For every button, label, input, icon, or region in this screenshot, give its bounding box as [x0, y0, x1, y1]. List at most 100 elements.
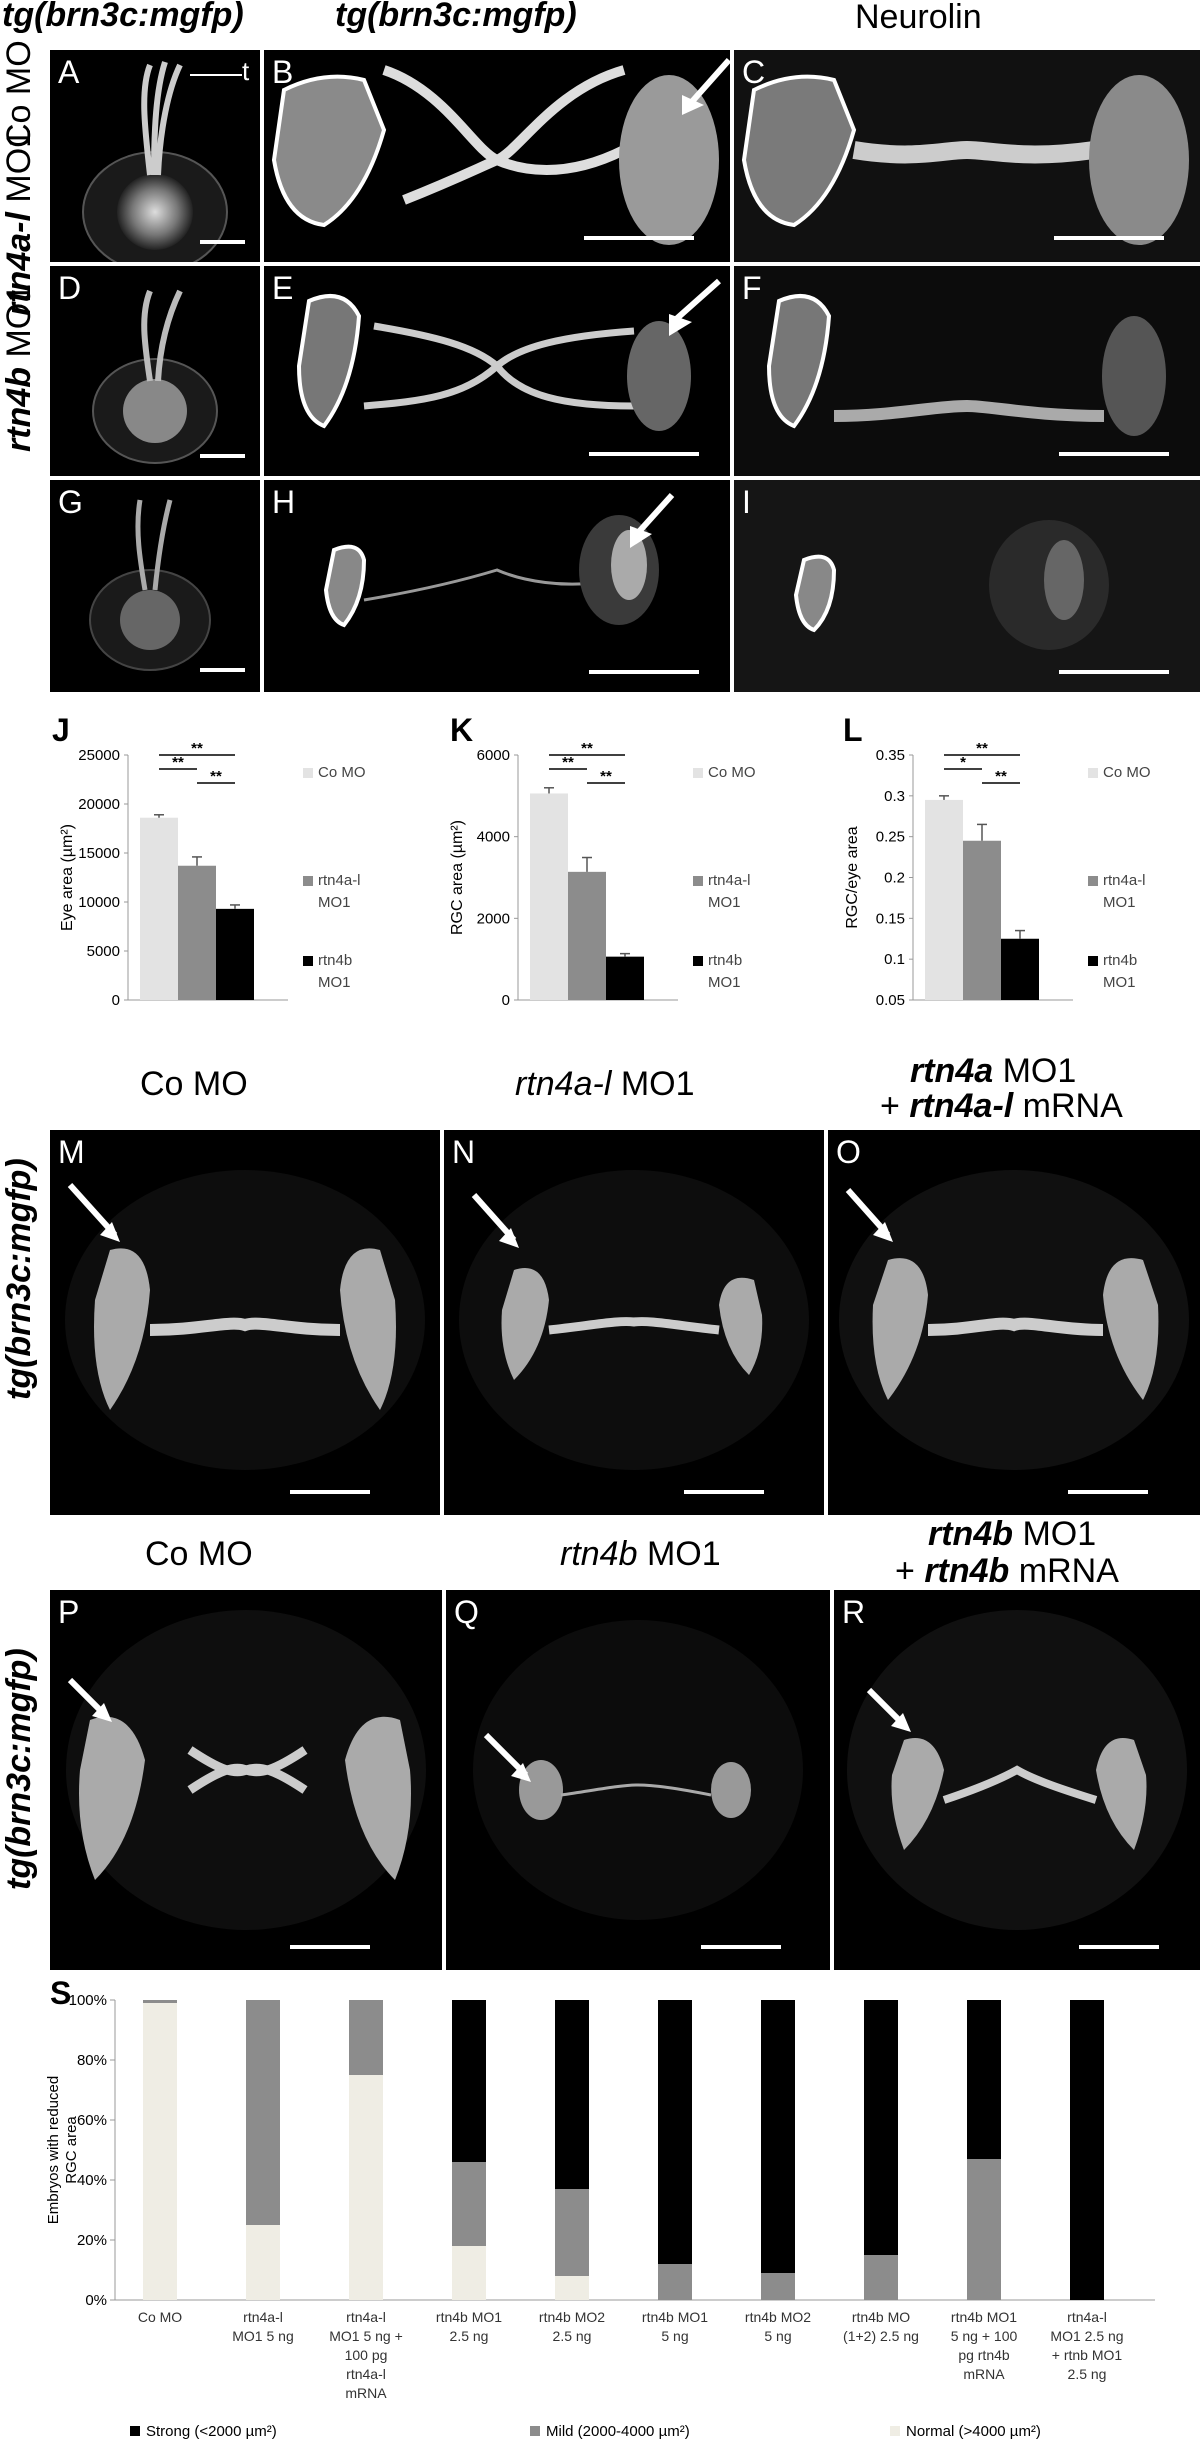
panel-label-B: B: [272, 54, 294, 90]
panel-label-M: M: [58, 1134, 85, 1170]
chart-J-legend-label-0: Co MO: [318, 764, 366, 781]
panel-label-P: P: [58, 1594, 80, 1630]
chart-S-xtick-1-1: MO1 5 ng: [232, 2328, 293, 2344]
chart-J-ytick-label-0: 0: [112, 992, 120, 1009]
panel-label-Q: Q: [454, 1594, 479, 1630]
chart-S-bar-6-1: [761, 2273, 795, 2300]
chart-S-xtick-8-0: rtn4b MO1: [951, 2309, 1017, 2325]
chart-S-xtick-3-1: 2.5 ng: [450, 2328, 489, 2344]
chart-K-legend-swatch-0: [693, 768, 703, 778]
chart-S-ytick-label-2: 40%: [77, 2172, 107, 2189]
chart-S-ytick-label-3: 60%: [77, 2112, 107, 2129]
t-label: t: [242, 56, 250, 86]
panel-label-D: D: [58, 270, 82, 306]
col3-header: Neurolin: [855, 0, 982, 36]
chart-S-xtick-8-2: pg rtn4b: [958, 2347, 1010, 2363]
chart-J-legend-swatch-0: [303, 768, 313, 778]
chart-label-S: S: [50, 1975, 72, 2011]
chart-K-legend-swatch-1: [693, 876, 703, 886]
chart-S-xtick-6-0: rtn4b MO2: [745, 2309, 811, 2325]
chart-S-xtick-4-1: 2.5 ng: [553, 2328, 592, 2344]
chart-S-legend-label-1: Mild (2000-4000 µm²): [546, 2423, 690, 2440]
col1-header: tg(brn3c:mgfp): [2, 0, 244, 34]
chart-K-bar-1: [568, 871, 606, 1000]
panel-label-N: N: [452, 1134, 476, 1170]
mid-header-rescue-2: + rtn4a-l mRNA: [880, 1087, 1123, 1125]
micrograph-I: I: [734, 480, 1200, 692]
chart-S-xtick-8-3: mRNA: [963, 2366, 1005, 2382]
micrograph-N: N: [444, 1130, 824, 1515]
chart-S-xtick-2-1: MO1 5 ng +: [329, 2328, 403, 2344]
micrograph-P: P: [50, 1590, 442, 1970]
chart-label-K: K: [450, 712, 474, 748]
chart-S-bar-3-0: [452, 2246, 486, 2300]
chart-K-sig-label-2: **: [600, 768, 612, 785]
chart-K-ytick-label-2: 4000: [477, 829, 510, 846]
panel-label-R: R: [842, 1594, 866, 1630]
panel-label-A: A: [58, 54, 80, 90]
low-header-rescue-1: rtn4b MO1: [928, 1515, 1097, 1553]
chart-K-legend-label-2-b: MO1: [708, 974, 741, 991]
chart-S-xtick-2-4: mRNA: [345, 2385, 387, 2401]
chart-K-legend-label-1-b: MO1: [708, 894, 741, 911]
panel-label-I: I: [742, 484, 751, 520]
chart-S-ylabel-b: RGC area: [63, 2116, 80, 2184]
chart-K-sig-label-0: **: [581, 740, 593, 757]
chart-L-legend-swatch-1: [1088, 876, 1098, 886]
chart-S-legend-label-2: Strong (<2000 µm²): [146, 2423, 277, 2440]
chart-L-legend-swatch-0: [1088, 768, 1098, 778]
chart-K-ytick-label-1: 2000: [477, 910, 510, 927]
chart-S-xtick-7-0: rtn4b MO: [852, 2309, 910, 2325]
col2-header: tg(brn3c:mgfp): [335, 0, 577, 34]
micrograph-C: C: [734, 50, 1200, 262]
chart-S-bar-2-1: [349, 2000, 383, 2075]
panel-label-E: E: [272, 270, 294, 306]
chart-L-legend-label-2-b: MO1: [1103, 974, 1136, 991]
panel-label-G: G: [58, 484, 83, 520]
chart-S-xtick-3-0: rtn4b MO1: [436, 2309, 502, 2325]
chart-J-legend-label-1-b: MO1: [318, 894, 351, 911]
low-header-co-mo: Co MO: [145, 1535, 253, 1573]
chart-S-xtick-7-1: (1+2) 2.5 ng: [843, 2328, 919, 2344]
chart-J: 0 5000 10000 15000 20000 25000 Eye area (µm²) *…: [50, 735, 420, 1055]
chart-J-sig-label-0: **: [191, 740, 203, 757]
low-header-rtn4b: rtn4b MO1: [560, 1535, 721, 1573]
chart-J-svg: 0 5000 10000 15000 20000 25000 Eye area (µm²) *…: [59, 740, 366, 1009]
chart-L-ytick-label-2: 0.15: [876, 910, 905, 927]
chart-S-xtick-2-0: rtn4a-l: [346, 2309, 386, 2325]
chart-L-sig-label-1: *: [960, 754, 966, 771]
micrograph-M: M: [50, 1130, 440, 1515]
chart-J-ytick-label-2: 10000: [78, 894, 120, 911]
chart-S-xtick-9-2: + rtnb MO1: [1052, 2347, 1123, 2363]
chart-S-ylabel-a: Embryos with reduced: [45, 2076, 62, 2224]
chart-J-bar-0: [140, 817, 178, 1000]
chart-J-bar-2: [216, 908, 254, 1000]
chart-S-bar-6-2: [761, 2000, 795, 2273]
micrograph-O: O: [828, 1130, 1200, 1515]
chart-J-legend-label-2-a: rtn4b: [318, 952, 352, 969]
chart-S-bar-4-0: [555, 2276, 589, 2300]
chart-L-legend-label-1-a: rtn4a-l: [1103, 872, 1146, 889]
chart-S-xtick-4-0: rtn4b MO2: [539, 2309, 605, 2325]
chart-L-ytick-label-1: 0.1: [884, 951, 905, 968]
chart-S-ytick-label-5: 100%: [69, 1992, 107, 2009]
chart-L-legend-label-1-b: MO1: [1103, 894, 1136, 911]
chart-S-bar-5-2: [658, 2000, 692, 2264]
chart-K: 0 2000 4000 6000 RGC area (µm²) ** ** ** Co MO rt…: [440, 735, 830, 1055]
chart-J-legend-label-1-a: rtn4a-l: [318, 872, 361, 889]
chart-L-ylabel: RGC/eye area: [844, 826, 861, 928]
mid-header-rtn4al: rtn4a-l MO1: [515, 1065, 695, 1103]
chart-S: 0% 20% 40% 60% 80% 100% Embryos with reduced RG…: [40, 1980, 1200, 2446]
chart-S-xtick-2-2: 100 pg: [345, 2347, 388, 2363]
chart-L-legend-label-2-a: rtn4b: [1103, 952, 1137, 969]
chart-J-ytick-label-1: 5000: [87, 943, 120, 960]
micrograph-Q: Q: [446, 1590, 830, 1970]
micrograph-G: G: [50, 480, 260, 692]
chart-S-svg: 0% 20% 40% 60% 80% 100% Embryos with reduced RG…: [45, 1992, 1155, 2440]
chart-K-ytick-label-3: 6000: [477, 747, 510, 764]
chart-S-bar-8-2: [967, 2000, 1001, 2159]
chart-J-bar-1: [178, 865, 216, 1000]
chart-J-ytick-label-4: 20000: [78, 796, 120, 813]
chart-S-legend-label-0: Normal (>4000 µm²): [906, 2423, 1041, 2440]
